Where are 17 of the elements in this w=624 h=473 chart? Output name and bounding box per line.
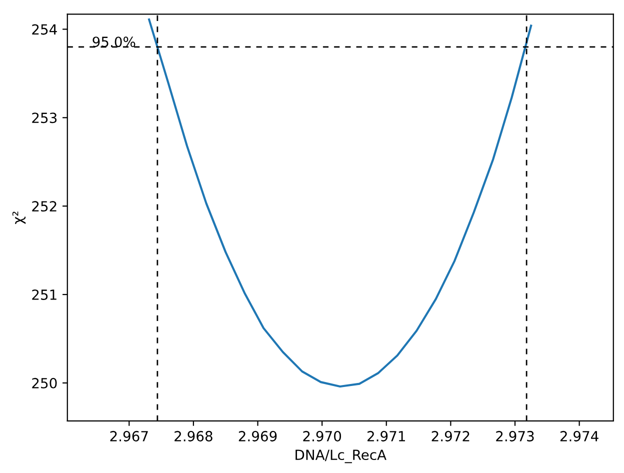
x-tick-label: 2.970 (303, 430, 342, 442)
x-tick-label: 2.969 (238, 430, 277, 442)
x-tick-label: 2.967 (110, 430, 148, 442)
line-series (148, 18, 532, 388)
x-tick-label: 2.974 (560, 430, 598, 442)
x-tick-label: 2.968 (174, 430, 212, 442)
y-axis-title: χ² (12, 212, 26, 224)
y-tick-label: 253 (32, 112, 57, 124)
x-tick-label: 2.971 (368, 430, 405, 442)
annotation: 95.0% (92, 36, 136, 48)
x-tick-label: 2.973 (496, 430, 534, 442)
x-axis-title: DNA/Lc_RecA (296, 450, 386, 464)
y-tick-label: 251 (32, 289, 56, 300)
y-tick-label: 250 (32, 378, 57, 388)
y-tick-label: 254 (32, 24, 57, 35)
x-tick-label: 2.972 (432, 430, 470, 442)
y-tick-label: 252 (32, 201, 56, 212)
